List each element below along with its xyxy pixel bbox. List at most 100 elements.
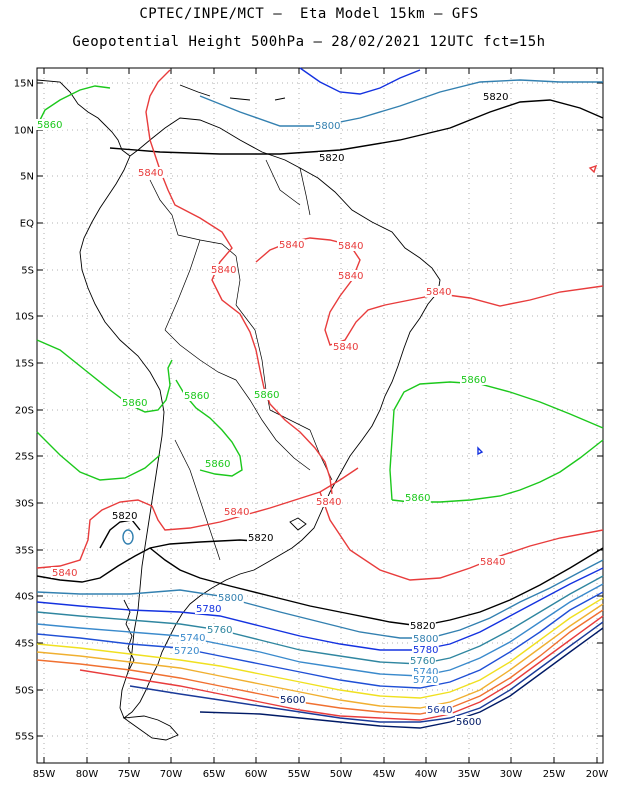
contour-label: 5840 bbox=[224, 507, 249, 518]
lat-label: 45S bbox=[15, 639, 34, 650]
contour-label-bg bbox=[223, 506, 250, 517]
contour-label-bg bbox=[137, 167, 164, 178]
map-frame bbox=[36, 67, 604, 764]
contour-5640-south bbox=[79, 615, 604, 721]
contour-label: 5820 bbox=[319, 153, 344, 164]
lon-label: 70W bbox=[160, 769, 183, 780]
lat-label: 10N bbox=[14, 126, 34, 137]
contour-label-bg bbox=[314, 120, 341, 131]
contour-5840-south bbox=[36, 467, 604, 581]
contour-label: 5820 bbox=[112, 511, 137, 522]
contour-label: 5740 bbox=[413, 667, 438, 678]
contour-label-bg bbox=[247, 532, 274, 543]
contour-label-bg bbox=[173, 645, 200, 656]
lon-label: 75W bbox=[118, 769, 141, 780]
contour-5700-south bbox=[36, 597, 604, 699]
contour-5800-north bbox=[199, 79, 603, 127]
contour-label: 5820 bbox=[248, 533, 273, 544]
tierra-del-fuego bbox=[122, 715, 179, 741]
contour-label: 5840 bbox=[138, 168, 163, 179]
contour-label: 5800 bbox=[413, 634, 438, 645]
lat-label: EQ bbox=[20, 219, 34, 230]
contour-label-bg bbox=[206, 624, 233, 635]
contour-label: 5860 bbox=[184, 391, 209, 402]
contour-label-bg bbox=[210, 264, 237, 275]
contour-label: 5800 bbox=[315, 121, 340, 132]
contour-5860-central bbox=[175, 379, 243, 477]
contour-label: 5840 bbox=[279, 240, 304, 251]
contour-label: 5800 bbox=[218, 593, 243, 604]
contour-label-bg bbox=[425, 286, 452, 297]
contour-label: 5640 bbox=[427, 705, 452, 716]
contour-label: 5720 bbox=[174, 646, 199, 657]
contour-5660-south bbox=[36, 609, 604, 715]
contour-5840-amazon bbox=[145, 69, 604, 495]
lon-label: 30W bbox=[500, 769, 523, 780]
contour-label-bg bbox=[332, 341, 359, 352]
map-subtitle: Geopotential Height 500hPa – 28/02/2021 … bbox=[72, 34, 546, 50]
lat-label: 15N bbox=[14, 79, 34, 90]
contour-label-bg bbox=[455, 716, 482, 727]
contour-label-bg bbox=[426, 704, 453, 715]
contour-label-bg bbox=[121, 397, 148, 408]
contour-label: 5600 bbox=[280, 695, 305, 706]
contour-label-bg bbox=[179, 632, 206, 643]
lon-label: 60W bbox=[245, 769, 268, 780]
contour-label: 5860 bbox=[405, 493, 430, 504]
contour-label: 5840 bbox=[333, 342, 358, 353]
contour-label: 5740 bbox=[180, 633, 205, 644]
contour-label-bg bbox=[278, 239, 305, 250]
contour-label: 5860 bbox=[122, 398, 147, 409]
contour-label: 5820 bbox=[483, 92, 508, 103]
contour-5600-south bbox=[199, 627, 604, 729]
axis-ticks bbox=[37, 68, 603, 763]
contour-label-bg bbox=[51, 567, 78, 578]
lon-label: 65W bbox=[203, 769, 226, 780]
contour-label-bg bbox=[404, 492, 431, 503]
lat-label: 5S bbox=[21, 266, 34, 277]
coastline-borders bbox=[36, 79, 441, 741]
contour-label: 5840 bbox=[338, 241, 363, 252]
contour-5860-north bbox=[36, 85, 111, 127]
lat-label: 15S bbox=[15, 359, 34, 370]
contour-5620-south bbox=[129, 621, 604, 723]
lon-label: 20W bbox=[586, 769, 609, 780]
contour-5760-south bbox=[36, 575, 604, 665]
contour-label: 5840 bbox=[52, 568, 77, 579]
lon-label: 50W bbox=[330, 769, 353, 780]
contour-label-bg bbox=[337, 270, 364, 281]
lat-label: 25S bbox=[15, 452, 34, 463]
lat-label: 20S bbox=[15, 406, 34, 417]
contour-label: 5600 bbox=[456, 717, 481, 728]
chile-fjords bbox=[123, 599, 135, 673]
lon-label: 55W bbox=[288, 769, 311, 780]
contour-label-bg bbox=[315, 496, 342, 507]
contour-label-bg bbox=[36, 119, 63, 130]
contour-label: 5720 bbox=[413, 675, 438, 686]
contour-label-bg bbox=[183, 390, 210, 401]
contour-5720-south bbox=[36, 591, 604, 689]
contour-label-bg bbox=[195, 603, 222, 614]
lat-label: 30S bbox=[15, 499, 34, 510]
lon-label: 80W bbox=[76, 769, 99, 780]
contour-label: 5780 bbox=[196, 604, 221, 615]
contour-label-bg bbox=[318, 152, 345, 163]
contour-label-bg bbox=[482, 91, 509, 102]
contour-label: 5780 bbox=[413, 645, 438, 656]
lon-label: 40W bbox=[415, 769, 438, 780]
falkland-islands bbox=[289, 517, 307, 531]
lat-label: 40S bbox=[15, 592, 34, 603]
contour-5820-closed-low bbox=[122, 529, 134, 545]
contour-label-bg bbox=[460, 374, 487, 385]
contour-label-bg bbox=[412, 633, 439, 644]
contour-label-bg bbox=[111, 510, 138, 521]
contour-small-red-north bbox=[588, 164, 598, 174]
lon-label: 35W bbox=[458, 769, 481, 780]
caribbean-islands bbox=[179, 84, 286, 101]
map-title: CPTEC/INPE/MCT – Eta Model 15km – GFS bbox=[139, 6, 479, 22]
lat-label: 5N bbox=[20, 172, 34, 183]
contour-label-bg bbox=[412, 644, 439, 655]
central-america-coast bbox=[36, 79, 131, 157]
contour-label: 5860 bbox=[461, 375, 486, 386]
